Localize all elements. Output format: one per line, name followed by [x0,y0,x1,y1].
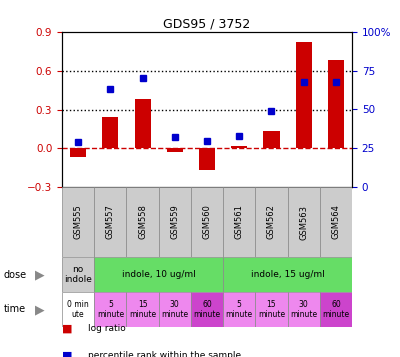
Text: GSM560: GSM560 [202,205,212,240]
Text: 30
minute: 30 minute [290,300,317,319]
Text: dose: dose [4,270,27,280]
Bar [62,292,94,327]
Bar [62,257,94,292]
Text: 15
minute: 15 minute [258,300,285,319]
Bar [223,292,255,327]
Text: 30
minute: 30 minute [161,300,188,319]
Text: GSM555: GSM555 [74,205,83,240]
Bar [328,60,344,148]
Text: ■: ■ [62,324,72,334]
Bar [263,131,280,148]
Text: GSM561: GSM561 [235,205,244,240]
Bar [255,292,288,327]
Bar [191,187,223,257]
Bar [199,148,215,170]
Bar [223,187,255,257]
Bar [126,292,159,327]
Bar [167,148,183,152]
Text: 60
minute: 60 minute [322,300,350,319]
Text: no
indole: no indole [64,265,92,284]
Text: 5
minute: 5 minute [226,300,253,319]
Bar [296,42,312,148]
Text: GSM562: GSM562 [267,205,276,240]
Text: GSM558: GSM558 [138,205,147,240]
Bar [159,187,191,257]
Text: GSM563: GSM563 [299,205,308,240]
Text: GSM564: GSM564 [331,205,340,240]
Bar [191,292,223,327]
Text: indole, 10 ug/ml: indole, 10 ug/ml [122,270,196,279]
Title: GDS95 / 3752: GDS95 / 3752 [163,18,251,31]
Bar [255,187,288,257]
Text: 0 min
ute: 0 min ute [67,300,89,319]
Text: ■: ■ [62,350,72,357]
Text: ▶: ▶ [35,303,45,316]
Text: time: time [4,305,26,315]
Bar [231,146,247,148]
Bar [288,187,320,257]
Bar [159,292,191,327]
Text: ▶: ▶ [35,268,45,281]
Bar [134,99,151,148]
Bar [288,292,320,327]
Bar [320,187,352,257]
Bar [223,257,352,292]
Bar [320,292,352,327]
Bar [62,187,94,257]
Text: 15
minute: 15 minute [129,300,156,319]
Bar [126,187,159,257]
Text: 5
minute: 5 minute [97,300,124,319]
Text: percentile rank within the sample: percentile rank within the sample [88,351,241,357]
Bar [94,187,126,257]
Text: GSM559: GSM559 [170,205,179,240]
Bar [94,292,126,327]
Bar [102,117,118,148]
Text: log ratio: log ratio [88,324,126,333]
Bar [94,257,223,292]
Text: GSM557: GSM557 [106,205,115,240]
Text: 60
minute: 60 minute [194,300,220,319]
Bar [70,148,86,157]
Text: indole, 15 ug/ml: indole, 15 ug/ml [251,270,324,279]
